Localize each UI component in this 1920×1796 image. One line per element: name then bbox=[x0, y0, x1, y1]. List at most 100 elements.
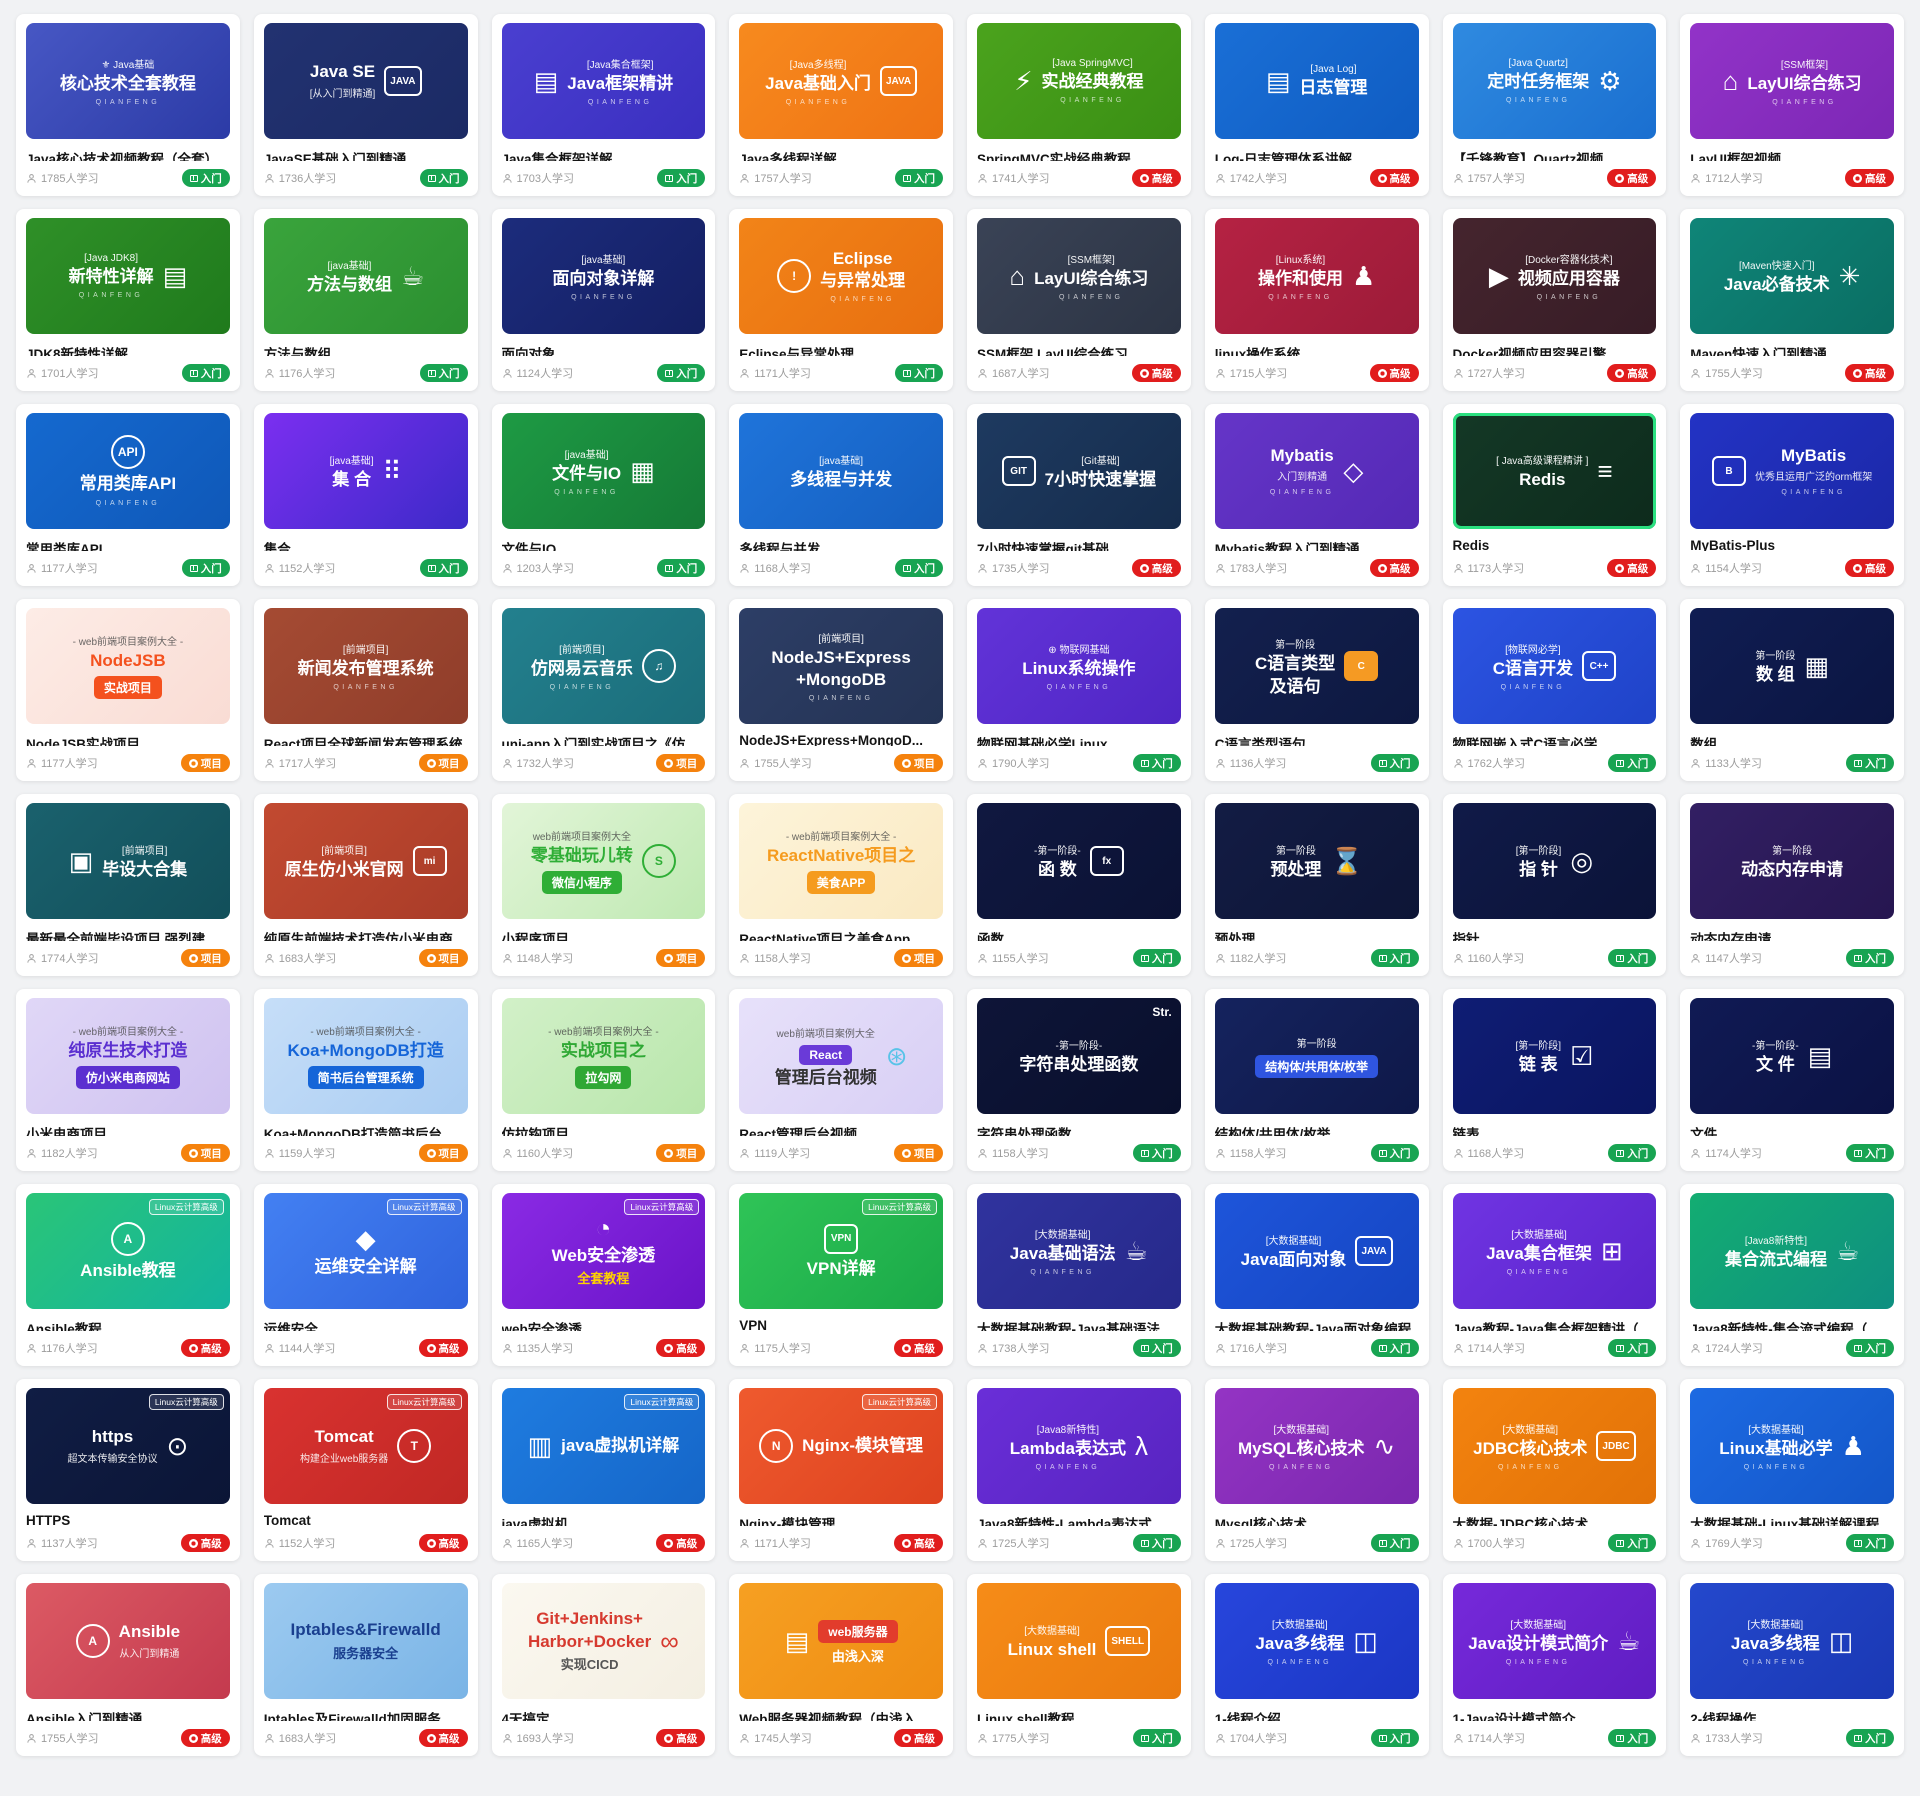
thumb-text-brand: QIANFENG bbox=[1267, 1659, 1333, 1667]
course-title: 最新最全前端毕设项目 强烈建... bbox=[26, 932, 217, 941]
course-meta: 1158人学习 入门 bbox=[977, 1144, 1181, 1162]
course-card[interactable]: - web前端项目案例大全 - 实战项目之 拉勾网 仿拉钩项目 1160人学习 项目 bbox=[491, 989, 716, 1171]
course-card[interactable]: 第一阶段 C语言类型 及语句 C C语言类型语句 1136人学习 入门 bbox=[1204, 599, 1429, 781]
thumb-text-big: Web安全渗透 bbox=[551, 1245, 656, 1265]
course-card[interactable]: [java基础] 多线程与并发 多线程与并发 1168人学习 入门 bbox=[729, 404, 953, 586]
course-card[interactable]: [第一阶段] 指 针 ◎ 指针 1160人学习 入门 bbox=[1442, 794, 1667, 976]
thumb-text-big: 实战项目之 bbox=[560, 1041, 646, 1061]
course-card[interactable]: ▣ [前端项目] 毕设大合集 最新最全前端毕设项目 强烈建... 1774人学习 项… bbox=[16, 794, 240, 976]
course-card[interactable]: - web前端项目案例大全 - Koa+MongoDB打造 简书后台管理系统 Koa… bbox=[253, 989, 478, 1171]
course-card[interactable]: 第一阶段 预处理 ⌛ 预处理 1182人学习 入门 bbox=[1204, 794, 1429, 976]
course-card[interactable]: Mybatis 入门到精通 QIANFENG ◇ Mybatis教程入门到精通 178… bbox=[1204, 404, 1429, 586]
badge-label: 入门 bbox=[200, 172, 222, 185]
course-card[interactable]: ⚡ [Java SpringMVC] 实战经典教程 QIANFENG SpringMV… bbox=[967, 14, 1191, 196]
course-card[interactable]: [大数据基础] JDBC核心技术 QIANFENG JDBC 大数据-JDBC核心技术… bbox=[1442, 1379, 1667, 1561]
course-card[interactable]: Git+Jenkins+ Harbor+Docker 实现CICD ∞ 4天搞定...… bbox=[491, 1574, 716, 1756]
course-card[interactable]: [前端项目] 仿网易云音乐 QIANFENG ♫ uni-app入门到实战项目之《仿.… bbox=[491, 599, 716, 781]
course-card[interactable]: Linux云计算高级 ◔ Web安全渗透 全套教程 web安全渗透 1135人学习 高… bbox=[491, 1184, 716, 1366]
course-card[interactable]: Linux云计算高级 N Nginx-模块管理 Nginx-模块管理 1171人学习… bbox=[729, 1379, 953, 1561]
shield-icon: ◆ bbox=[355, 1223, 376, 1254]
course-card[interactable]: -第一阶段- 文 件 ▤ 文件 1174人学习 入门 bbox=[1680, 989, 1904, 1171]
course-card[interactable]: [大数据基础] Linux shell SHELL Linux shell教程 17… bbox=[967, 1574, 1191, 1756]
course-card[interactable]: B MyBatis 优秀且运用广泛的orm框架 QIANFENG MyBatis-Pl… bbox=[1680, 404, 1904, 586]
course-card[interactable]: [Java JDK8] 新特性详解 QIANFENG ▤ JDK8新特性详解 1701… bbox=[16, 209, 240, 391]
thumbnail: [java基础] 集 合 ⠿ bbox=[263, 413, 468, 529]
course-card[interactable]: ▤ [Java Log] 日志管理 Log-日志管理体系讲解 1742人学习 高级 bbox=[1204, 14, 1429, 196]
course-card[interactable]: - web前端项目案例大全 - NodeJSB 实战项目 NodeJSB实战项目 1… bbox=[16, 599, 240, 781]
course-card[interactable]: ▶ [Docker容器化技术] 视频应用容器 QIANFENG Docker视频应用容… bbox=[1442, 209, 1667, 391]
thumb-text-big: 链 表 bbox=[1518, 1055, 1558, 1075]
maven-atom-icon: ✳ bbox=[1838, 261, 1861, 291]
course-card[interactable]: [java基础] 方法与数组 ☕ 方法与数组 1176人学习 入门 bbox=[253, 209, 478, 391]
thumb-text-tag: 第一阶段 bbox=[1275, 846, 1316, 858]
course-card[interactable]: [大数据基础] MySQL核心技术 QIANFENG ∿ Mysql核心技术 1725… bbox=[1204, 1379, 1429, 1561]
course-card[interactable]: ⊕ 物联网基础 Linux系统操作 QIANFENG 物联网基础必学Linux 17… bbox=[967, 599, 1191, 781]
course-card[interactable]: ⚜ Java基础 核心技术全套教程 QIANFENG Java核心技术视频教程（全套… bbox=[16, 14, 240, 196]
learner-count: 1732人学习 bbox=[502, 755, 574, 771]
course-card[interactable]: [大数据基础] Java面向对象 JAVA 大数据基础教程-Java面对象编程 17… bbox=[1204, 1184, 1429, 1366]
course-card[interactable]: A Ansible 从入门到精通 Ansible入门到精通 1755人学习 高级 bbox=[16, 1574, 240, 1756]
person-icon bbox=[1691, 173, 1700, 183]
course-card[interactable]: [大数据基础] Java多线程 QIANFENG ◫ 2-线程操作 1733人学习 入… bbox=[1680, 1574, 1904, 1756]
thumb-text-big: VPN详解 bbox=[806, 1258, 876, 1278]
course-title: Java8新特性-集合流式编程（... bbox=[1690, 1322, 1879, 1331]
course-card[interactable]: ⌂ [SSM框架] LayUI综合练习 QIANFENG SSM框架 LayUI综合练… bbox=[967, 209, 1191, 391]
course-card[interactable]: ! Eclipse 与异常处理 QIANFENG Eclipse与异常处理 1171人… bbox=[729, 209, 953, 391]
course-card[interactable]: Linux云计算高级 Tomcat 构建企业web服务器 T Tomcat 1152人… bbox=[253, 1379, 478, 1561]
course-card[interactable]: [大数据基础] Java多线程 QIANFENG ◫ 1-线程介绍 1704人学习 入… bbox=[1204, 1574, 1429, 1756]
course-card[interactable]: [大数据基础] Java设计模式简介 QIANFENG ☕ 1-Java设计模式简介 … bbox=[1442, 1574, 1667, 1756]
course-card[interactable]: [前端项目] 新闻发布管理系统 QIANFENG React项目全球新闻发布管理系统… bbox=[253, 599, 478, 781]
course-card[interactable]: Str. -第一阶段- 字符串处理函数 字符串处理函数 1158人学习 入门 bbox=[967, 989, 1191, 1171]
course-card[interactable]: GIT [Git基础] 7小时快速掌握 7小时快速掌握git基础 1735人学习 高… bbox=[967, 404, 1191, 586]
course-card[interactable]: - web前端项目案例大全 - 纯原生技术打造 仿小米电商网站 小米电商项目 118… bbox=[16, 989, 240, 1171]
course-card[interactable]: 第一阶段 动态内存申请 动态内存申请 1147人学习 入门 bbox=[1680, 794, 1904, 976]
course-card[interactable]: Linux云计算高级 ▥ java虚拟机详解 java虚拟机 1165人学习 高级 bbox=[491, 1379, 716, 1561]
course-card[interactable]: 第一阶段 结构体/共用体/枚举 结构体/共用体/枚举 1158人学习 入门 bbox=[1204, 989, 1429, 1171]
course-card[interactable]: [前端项目] NodeJS+Express +MongoDB QIANFENG Nod… bbox=[729, 599, 953, 781]
course-card[interactable]: [Java8新特性] 集合流式编程 ☕ Java8新特性-集合流式编程（... 17… bbox=[1680, 1184, 1904, 1366]
learner-count-label: 1700人学习 bbox=[1467, 1538, 1525, 1550]
course-card[interactable]: API 常用类库API QIANFENG 常用类库API 1177人学习 入门 bbox=[16, 404, 240, 586]
course-card[interactable]: Iptables&Firewalld 服务器安全 Iptables及Firewal… bbox=[253, 1574, 478, 1756]
course-card[interactable]: [Java Quartz] 定时任务框架 QIANFENG ⚙ 【千锋教育】Quart… bbox=[1442, 14, 1667, 196]
course-meta: 1182人学习 入门 bbox=[1215, 949, 1419, 967]
course-card[interactable]: [Java多线程] Java基础入门 QIANFENG JAVA Java多线程详解 … bbox=[729, 14, 953, 196]
learner-count-label: 1790人学习 bbox=[992, 758, 1050, 770]
course-card[interactable]: [第一阶段] 链 表 ☑ 链表 1168人学习 入门 bbox=[1442, 989, 1667, 1171]
course-card[interactable]: Linux云计算高级 VPN VPN详解 VPN 1175人学习 高级 bbox=[729, 1184, 953, 1366]
course-card[interactable]: -第一阶段- 函 数 fx 函数 1155人学习 入门 bbox=[967, 794, 1191, 976]
course-card[interactable]: [大数据基础] Java集合框架 QIANFENG ⊞ Java教程-Java集合框架… bbox=[1442, 1184, 1667, 1366]
course-card[interactable]: Linux云计算高级 ◆ 运维安全详解 运维安全 1144人学习 高级 bbox=[253, 1184, 478, 1366]
thumbnail: [大数据基础] Java多线程 QIANFENG ◫ bbox=[1690, 1583, 1894, 1699]
course-card[interactable]: [java基础] 文件与IO QIANFENG ▦ 文件与IO 1203人学习 入门 bbox=[491, 404, 716, 586]
course-card[interactable]: [大数据基础] Linux基础必学 QIANFENG ♟ 大数据基础-Linux基础详… bbox=[1680, 1379, 1904, 1561]
person-icon bbox=[1216, 953, 1225, 963]
thumb-text-big: 原生仿小米官网 bbox=[284, 860, 404, 880]
course-card[interactable]: [java基础] 面向对象详解 QIANFENG 面向对象 1124人学习 入门 bbox=[491, 209, 716, 391]
thumb-text-big: 实战经典教程 bbox=[1041, 71, 1144, 91]
course-card[interactable]: - web前端项目案例大全 - ReactNative项目之 美食APP React… bbox=[729, 794, 953, 976]
course-card[interactable]: Java SE [从入门到精通] JAVA JavaSE基础入门到精通 1736人学… bbox=[253, 14, 478, 196]
thumb-text-tag: [Java集合框架] bbox=[586, 59, 654, 71]
learner-count: 1173人学习 bbox=[1453, 560, 1524, 576]
course-card[interactable]: [java基础] 集 合 ⠿ 集合 1152人学习 入门 bbox=[253, 404, 478, 586]
course-title: 纯原生前端技术打造仿小米电商... bbox=[263, 932, 465, 941]
course-card[interactable]: Linux云计算高级 https 超文本传输安全协议 ⊙ HTTPS 1137人学习 … bbox=[16, 1379, 240, 1561]
course-card[interactable]: ⌂ [SSM框架] LayUI综合练习 QIANFENG LayUI框架视频 1712… bbox=[1680, 14, 1904, 196]
course-card[interactable]: [前端项目] 原生仿小米官网 mi 纯原生前端技术打造仿小米电商... 1683人学… bbox=[253, 794, 478, 976]
person-icon bbox=[1691, 368, 1700, 378]
course-card[interactable]: [Java8新特性] Lambda表达式 QIANFENG λ Java8新特性-La… bbox=[967, 1379, 1191, 1561]
course-card[interactable]: Linux云计算高级 A Ansible教程 Ansible教程 1176人学习 高… bbox=[16, 1184, 240, 1366]
course-card[interactable]: [物联网必学] C语言开发 QIANFENG C++ 物联网嵌入式C语言必学 1762… bbox=[1442, 599, 1667, 781]
course-card[interactable]: ▤ [Java集合框架] Java框架精讲 QIANFENG Java集合框架详解 1… bbox=[491, 14, 716, 196]
thumbnail: Linux云计算高级 ◔ Web安全渗透 全套教程 bbox=[501, 1193, 706, 1309]
course-card[interactable]: [Maven快速入门] Java必备技术 ✳ Maven快速入门到精通 1755人学… bbox=[1680, 209, 1904, 391]
course-card[interactable]: web前端项目案例大全 零基础玩儿转 微信小程序 S 小程序项目 1148人学习 项目 bbox=[491, 794, 716, 976]
course-card[interactable]: 第一阶段数 组 ▦ 数组 1133人学习 入门 bbox=[1680, 599, 1904, 781]
course-card[interactable]: web前端项目案例大全 React 管理后台视频 ⊛ React管理后台视频 1119… bbox=[729, 989, 953, 1171]
course-card[interactable]: ▤ web服务器 由浅入深 Web服务器视频教程（由浅入... 1745人学习 高级 bbox=[729, 1574, 953, 1756]
course-card[interactable]: [Linux系统] 操作和使用 QIANFENG ♟ linux操作系统 1715人学… bbox=[1204, 209, 1429, 391]
course-card[interactable]: [ Java高级课程精讲 ] Redis ≡ Redis 1173人学习 高级 bbox=[1442, 404, 1667, 586]
course-meta: 1769人学习 入门 bbox=[1690, 1534, 1894, 1552]
course-card[interactable]: [大数据基础] Java基础语法 QIANFENG ☕ 大数据基础教程-Java基础语… bbox=[967, 1184, 1191, 1366]
